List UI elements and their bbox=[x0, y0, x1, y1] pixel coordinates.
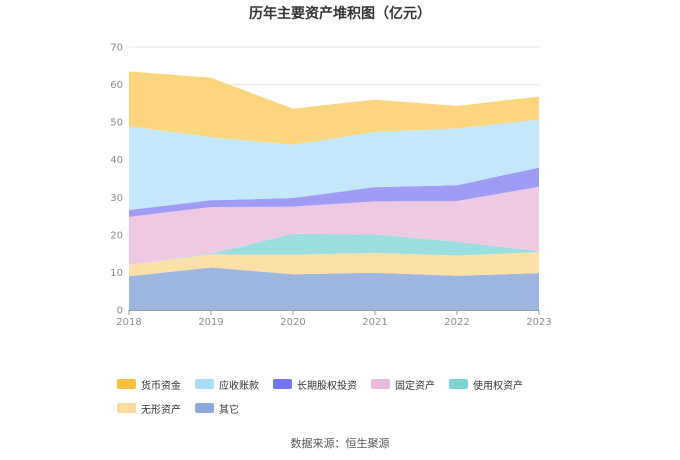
legend-swatch bbox=[273, 379, 292, 389]
legend-swatch bbox=[117, 403, 136, 413]
legend-item-固定资产[interactable]: 固定资产 bbox=[371, 377, 435, 392]
area-series-货币资金 bbox=[129, 71, 539, 145]
legend-label: 应收账款 bbox=[219, 380, 259, 392]
legend-swatch bbox=[371, 379, 390, 389]
legend-item-货币资金[interactable]: 货币资金 bbox=[117, 377, 181, 392]
y-tick-label: 60 bbox=[110, 80, 123, 91]
legend-swatch bbox=[195, 403, 214, 413]
legend-label: 货币资金 bbox=[141, 380, 181, 392]
legend-item-长期股权投资[interactable]: 长期股权投资 bbox=[273, 377, 357, 392]
legend-label: 长期股权投资 bbox=[297, 380, 357, 392]
y-tick-label: 10 bbox=[110, 268, 123, 279]
legend-label: 固定资产 bbox=[395, 380, 435, 392]
legend-label: 使用权资产 bbox=[473, 380, 523, 392]
x-tick-label: 2019 bbox=[198, 317, 223, 328]
area-series-其它 bbox=[129, 267, 539, 310]
area-series-长期股权投资 bbox=[129, 167, 539, 217]
y-tick-label: 30 bbox=[110, 193, 123, 204]
x-tick-label: 2021 bbox=[362, 317, 387, 328]
x-tick-label: 2020 bbox=[280, 317, 305, 328]
axes: 0 10 20 30 40 50 60 70 2018 2019 2020 2021 2022 2023 bbox=[110, 43, 551, 329]
legend-label: 无形资产 bbox=[141, 404, 181, 416]
source-note: 数据来源：恒生聚源 bbox=[290, 437, 390, 450]
legend-item-无形资产[interactable]: 无形资产 bbox=[117, 401, 181, 416]
y-tick-label: 70 bbox=[110, 43, 123, 54]
y-tick-label: 50 bbox=[110, 118, 123, 129]
area-series-使用权资产 bbox=[129, 233, 539, 265]
legend-swatch bbox=[195, 379, 214, 389]
legend-item-应收账款[interactable]: 应收账款 bbox=[195, 377, 259, 392]
y-tick-label: 20 bbox=[110, 230, 123, 241]
x-tick-label: 2022 bbox=[444, 317, 469, 328]
area-series-应收账款 bbox=[129, 119, 539, 211]
x-tick-label: 2018 bbox=[116, 317, 141, 328]
chart-title: 历年主要资产堆积图（亿元） bbox=[249, 6, 431, 22]
legend-label: 其它 bbox=[219, 404, 239, 416]
legend-item-其它[interactable]: 其它 bbox=[195, 401, 239, 416]
legend-swatch bbox=[117, 379, 136, 389]
area-series bbox=[129, 71, 539, 310]
area-series-固定资产 bbox=[129, 186, 539, 265]
legend-swatch bbox=[449, 379, 468, 389]
area-series-无形资产 bbox=[129, 252, 539, 277]
legend-item-使用权资产[interactable]: 使用权资产 bbox=[449, 377, 523, 392]
x-tick-label: 2023 bbox=[526, 317, 551, 328]
y-tick-label: 40 bbox=[110, 155, 123, 166]
legend: 货币资金 应收账款 长期股权投资 固定资产 使用权资产无形资产 其它 bbox=[117, 377, 587, 425]
y-tick-label: 0 bbox=[117, 306, 123, 317]
